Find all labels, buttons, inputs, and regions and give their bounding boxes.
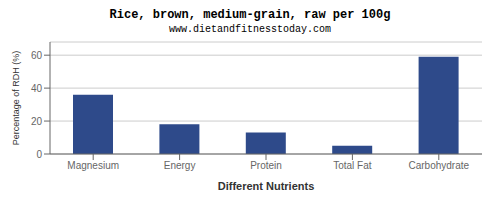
html-text:Rice, brown, medium-grain, raw: Rice, brown, medium-grain, raw per 100g	[109, 8, 391, 22]
html-text:www.dietandfitnesstoday.com: www.dietandfitnesstoday.com	[169, 24, 331, 35]
svg-text:Total Fat: Total Fat	[333, 160, 372, 171]
svg-text:60: 60	[31, 50, 43, 61]
svg-text:40: 40	[31, 83, 43, 94]
svg-text:Energy: Energy	[164, 160, 196, 171]
svg-text:Magnesium: Magnesium	[67, 160, 119, 171]
svg-text:Percentage of RDH (%): Percentage of RDH (%)	[11, 51, 21, 146]
svg-text:Protein: Protein	[250, 160, 282, 171]
svg-text:0: 0	[36, 149, 42, 160]
svg-text:Different Nutrients: Different Nutrients	[218, 180, 315, 190]
svg-text:20: 20	[31, 116, 43, 127]
svg-text:Carbohydrate: Carbohydrate	[409, 160, 470, 171]
